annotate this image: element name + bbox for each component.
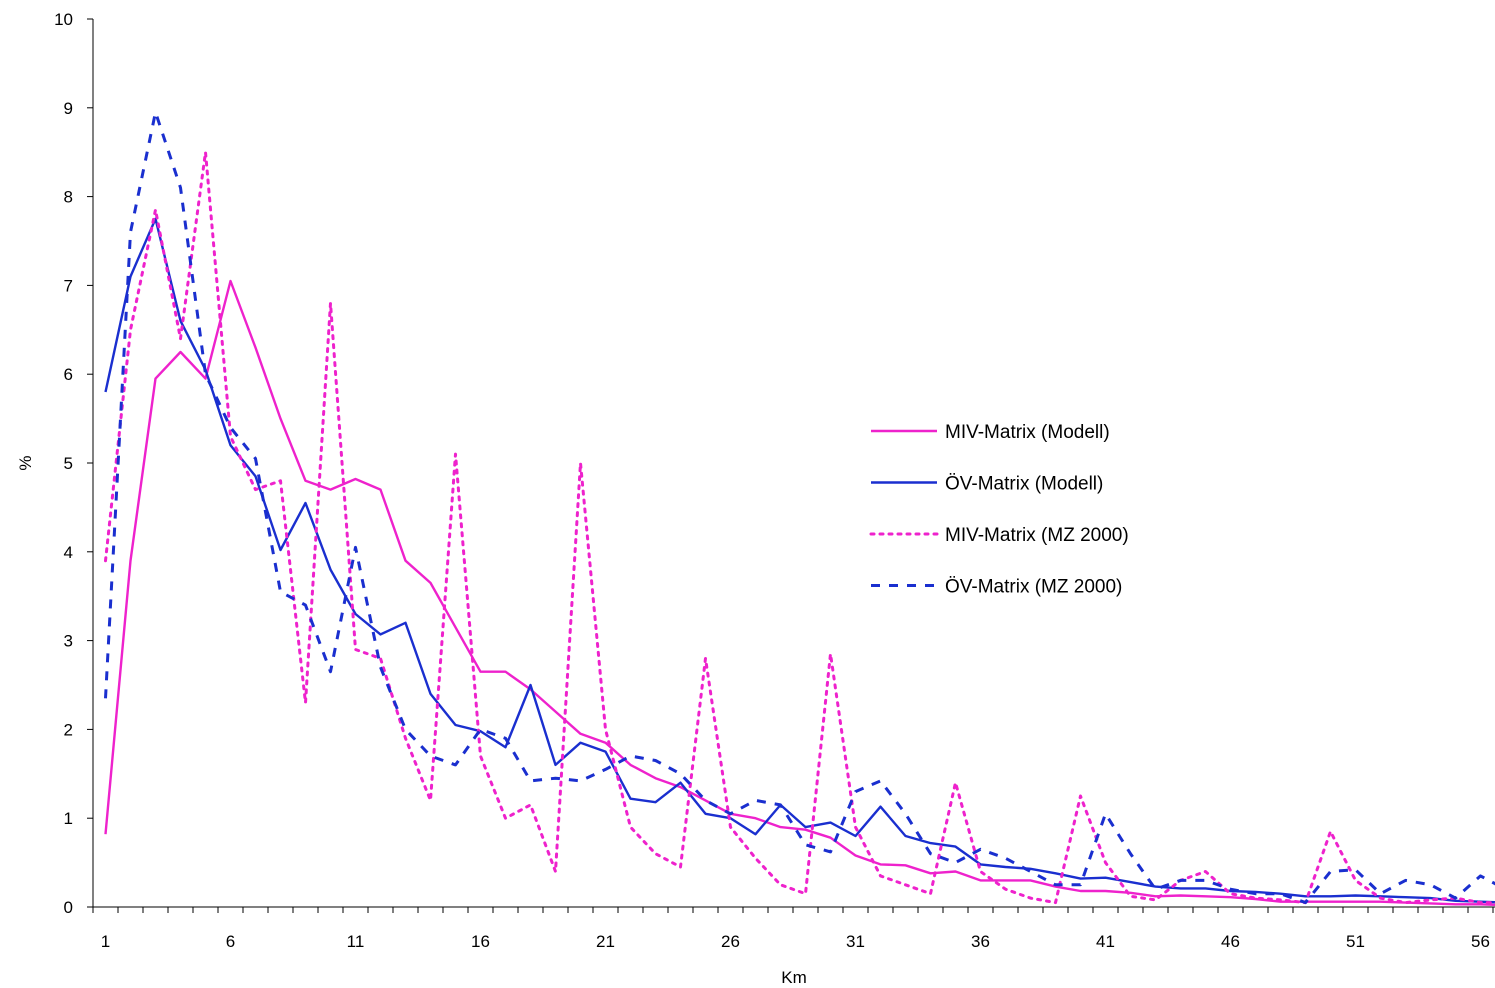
- y-tick-label: 1: [64, 809, 73, 828]
- series-line-4: [104, 110, 1495, 905]
- legend-label: ÖV-Matrix (Modell): [945, 474, 1103, 495]
- x-axis: 1 6 11 16 21 26 31 36 41 46 51 56: [92, 906, 1495, 951]
- y-tick-label: 9: [64, 99, 73, 118]
- legend-label: MIV-Matrix (Modell): [945, 422, 1110, 443]
- legend-label: ÖV-Matrix (MZ 2000): [945, 577, 1122, 598]
- x-tick-label: 46: [1221, 932, 1240, 951]
- x-tick-label: 26: [721, 932, 740, 951]
- x-tick-label: 56: [1471, 932, 1490, 951]
- y-tick-label: 10: [54, 10, 73, 29]
- x-axis-title: Km: [781, 968, 807, 987]
- x-tick-label: 6: [226, 932, 235, 951]
- series-line-1: [104, 279, 1495, 907]
- x-tick-label: 41: [1096, 932, 1115, 951]
- y-tick-label: 8: [64, 188, 73, 207]
- y-tick-label: 3: [64, 632, 73, 651]
- y-tick-label: 7: [64, 276, 73, 295]
- x-tick-label: 21: [596, 932, 615, 951]
- y-tick-label: 4: [64, 543, 73, 562]
- series-line-3: [104, 150, 1495, 905]
- series-line-2: [104, 217, 1495, 904]
- y-tick-label: 6: [64, 365, 73, 384]
- x-tick-label: 1: [101, 932, 110, 951]
- x-tick-label: 36: [971, 932, 990, 951]
- legend-label: MIV-Matrix (MZ 2000): [945, 525, 1129, 546]
- y-axis-title: %: [16, 455, 35, 470]
- y-tick-label: 2: [64, 720, 73, 739]
- x-tick-label: 31: [846, 932, 865, 951]
- y-tick-label: 5: [64, 454, 73, 473]
- y-tick-label: 0: [64, 898, 73, 917]
- series-layer: [104, 110, 1495, 907]
- x-tick-label: 11: [347, 932, 365, 951]
- x-tick-label: 16: [471, 932, 490, 951]
- y-axis: 0 1 2 3 4 5 6 7 8 9 10: [54, 10, 94, 917]
- legend: MIV-Matrix (Modell) ÖV-Matrix (Modell) MIV…: [869, 422, 1129, 598]
- x-tick-label: 51: [1346, 932, 1365, 951]
